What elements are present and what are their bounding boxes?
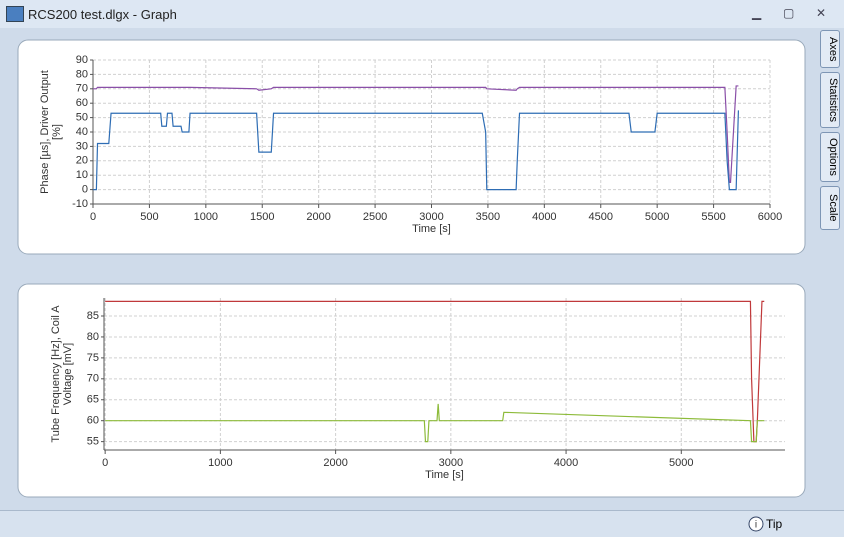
y-tick-label: 70 [87, 373, 99, 385]
x-tick-label: 2500 [363, 211, 387, 223]
data-line [93, 110, 740, 191]
x-tick-label: 1000 [194, 211, 218, 223]
svg-text:i: i [755, 520, 757, 531]
options-tab[interactable]: Options [820, 132, 840, 182]
scale-tab[interactable]: Scale [820, 186, 840, 230]
maximize-button[interactable]: ▢ [783, 6, 795, 20]
y-tick-label: 30 [76, 140, 88, 152]
x-tick-label: 2000 [306, 211, 330, 223]
x-tick-label: 3000 [439, 457, 463, 469]
y-tick-label: -10 [72, 198, 88, 210]
window-title: RCS200 test.dlgx - Graph [28, 7, 177, 22]
x-tick-label: 1500 [250, 211, 274, 223]
data-line [93, 85, 739, 183]
y-axis-label: [%] [51, 124, 63, 140]
x-tick-label: 6000 [758, 211, 782, 223]
x-tick-label: 2000 [323, 457, 347, 469]
y-tick-label: 75 [87, 352, 99, 364]
tip-icon: i [748, 516, 764, 532]
y-tick-label: 65 [87, 394, 99, 406]
x-tick-label: 4000 [532, 211, 556, 223]
title-bar: RCS200 test.dlgx - Graph ▁ ▢ ✕ [0, 0, 844, 28]
y-tick-label: 10 [76, 169, 88, 181]
x-tick-label: 1000 [208, 457, 232, 469]
y-tick-label: 85 [87, 310, 99, 322]
y-tick-label: 80 [87, 331, 99, 343]
y-tick-label: 70 [76, 83, 88, 95]
x-tick-label: 3500 [476, 211, 500, 223]
status-bar: i Tip [0, 510, 844, 537]
x-tick-label: 3000 [419, 211, 443, 223]
x-axis-label: Time [s] [425, 469, 464, 481]
x-tick-label: 500 [140, 211, 158, 223]
x-tick-label: 4500 [589, 211, 613, 223]
x-tick-label: 0 [90, 211, 96, 223]
x-tick-label: 5000 [669, 457, 693, 469]
y-axis-label: Voltage [mV] [62, 343, 74, 405]
y-tick-label: 50 [76, 112, 88, 124]
y-tick-label: 60 [76, 97, 88, 109]
x-tick-label: 0 [102, 457, 108, 469]
close-button[interactable]: ✕ [816, 6, 827, 20]
y-tick-label: 0 [82, 184, 88, 196]
x-tick-label: 4000 [554, 457, 578, 469]
tip-button[interactable]: Tip [766, 517, 783, 531]
chart-panel [17, 39, 806, 255]
minimize-button[interactable]: ▁ [752, 6, 762, 20]
data-line [105, 403, 765, 443]
y-tick-label: 90 [76, 54, 88, 66]
y-axis-label: Tube Frequency [Hz], Coil A [50, 305, 62, 443]
y-tick-label: 20 [76, 155, 88, 167]
y-tick-label: 40 [76, 126, 88, 138]
y-tick-label: 55 [87, 436, 99, 448]
app-icon [6, 6, 24, 22]
x-tick-label: 5000 [645, 211, 669, 223]
x-tick-label: 5500 [701, 211, 725, 223]
x-axis-label: Time [s] [412, 223, 451, 235]
y-tick-label: 80 [76, 68, 88, 80]
y-axis-label: Phase [µs], Driver Output [39, 70, 51, 194]
y-tick-label: 60 [87, 415, 99, 427]
statistics-tab[interactable]: Statistics [820, 72, 840, 128]
axes-tab[interactable]: Axes [820, 30, 840, 68]
